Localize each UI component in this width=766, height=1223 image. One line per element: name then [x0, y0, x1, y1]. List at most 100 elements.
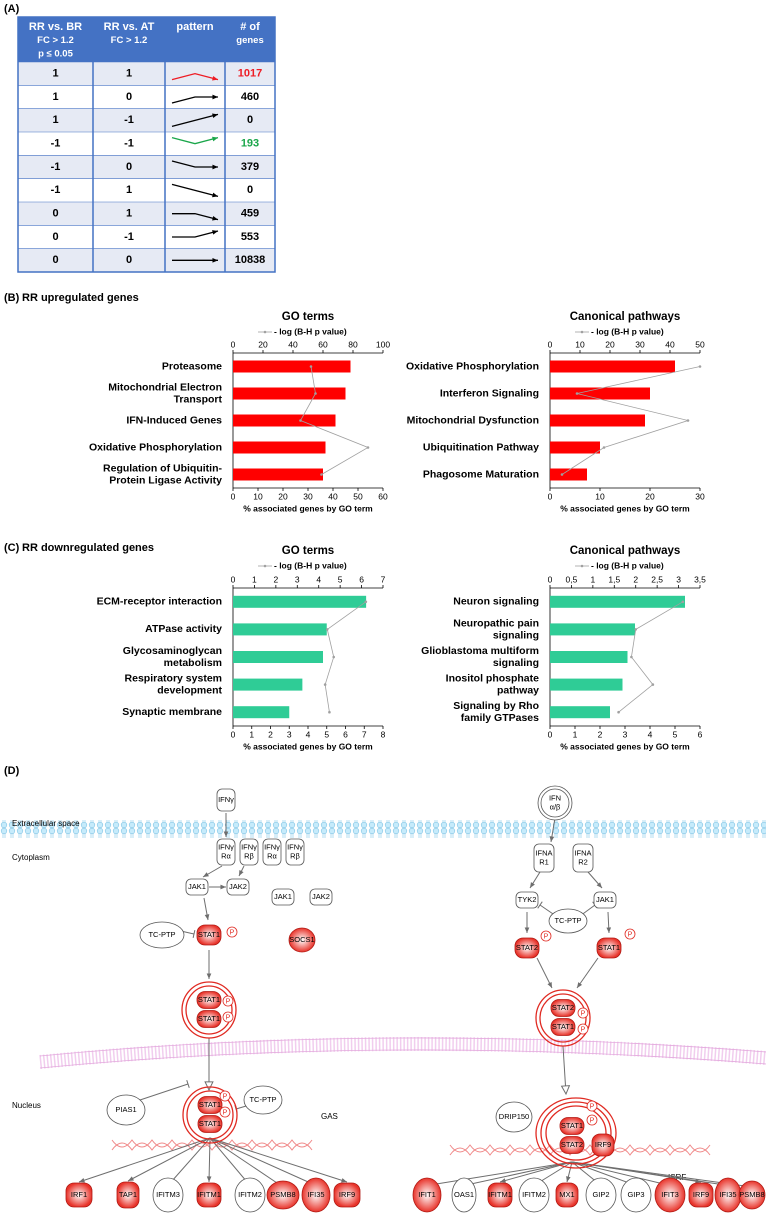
- node-label: IFITM2: [522, 1190, 546, 1199]
- chart-title: Canonical pathways: [570, 545, 681, 557]
- pattern-arrowhead: [212, 164, 218, 170]
- x2-tick-label: 1: [252, 574, 257, 584]
- node-shape: [596, 937, 622, 959]
- table-row-bg: [18, 62, 275, 86]
- table-header: RR vs. AT: [104, 21, 155, 33]
- bar: [550, 623, 635, 636]
- pattern-arrowhead: [212, 94, 218, 100]
- line-point: [602, 446, 606, 449]
- node-shape: [196, 1010, 222, 1028]
- node-label: STAT1: [552, 1022, 574, 1031]
- x-tick-label: 6: [343, 729, 348, 739]
- pattern-arrowhead: [212, 113, 218, 118]
- table-row-bg: [18, 85, 275, 109]
- phospho-marker: [219, 1090, 231, 1102]
- node-label: TC-PTP: [554, 916, 581, 925]
- inhibition: [139, 1083, 189, 1101]
- x2-tick-label: 0: [548, 339, 553, 349]
- table-cell: -1: [51, 184, 61, 196]
- x2-tick-label: 80: [348, 339, 358, 349]
- arrowhead: [547, 982, 552, 988]
- arrowhead: [341, 1178, 347, 1183]
- inhibition-bar: [192, 929, 196, 939]
- x-tick-label: 3: [623, 729, 628, 739]
- arrowhead: [596, 882, 602, 888]
- node-label: DRIP150: [499, 1112, 529, 1121]
- x2-tick-label: 6: [359, 574, 364, 584]
- bar: [233, 441, 326, 454]
- pattern-arrow: [172, 230, 219, 238]
- line-point: [575, 392, 579, 395]
- phospho-label: P: [581, 1010, 586, 1017]
- x2-tick-label: 7: [381, 574, 386, 584]
- line-point: [320, 473, 323, 476]
- x2-tick-label: 3: [676, 574, 681, 584]
- arrowhead: [606, 927, 612, 933]
- table-cell: 0: [247, 114, 253, 126]
- line-point: [314, 392, 317, 395]
- line-point: [634, 628, 638, 631]
- arrow: [576, 957, 599, 989]
- bar: [233, 414, 336, 427]
- phospho-label: P: [223, 1109, 228, 1116]
- arrowhead: [239, 870, 244, 876]
- x-tick-label: 6: [698, 729, 703, 739]
- table-header: p ≤ 0.05: [38, 49, 74, 60]
- node-label: IFNγ Rα: [218, 842, 234, 860]
- table-row-bg: [18, 155, 275, 179]
- node-shape: [537, 785, 573, 821]
- table-row-bg: [18, 132, 275, 156]
- node-label: GIP2: [592, 1190, 609, 1199]
- phospho-marker: [577, 1007, 589, 1019]
- x2-tick-label: 1: [590, 574, 595, 584]
- node-shape: [548, 908, 588, 934]
- node-shape: [585, 1177, 617, 1213]
- category-label: Glycosaminoglycan metabolism: [123, 645, 222, 669]
- node-shape: [451, 1177, 477, 1213]
- category-label: Phagosome Maturation: [423, 468, 539, 480]
- node-label: JAK1: [274, 892, 292, 901]
- node-shape: [226, 878, 250, 896]
- chart-title: Canonical pathways: [570, 311, 681, 323]
- table-cell: 1: [126, 184, 132, 196]
- node-label: STAT1: [198, 1014, 220, 1023]
- panel-label: (A): [4, 3, 20, 15]
- node-shape: [197, 1115, 223, 1133]
- table-row-bg: [18, 225, 275, 249]
- arrowhead: [549, 836, 555, 842]
- phospho-label: P: [226, 1014, 231, 1021]
- x-tick-label: 5: [324, 729, 329, 739]
- node-label: GIP3: [627, 1190, 644, 1199]
- table-cell: 0: [52, 254, 58, 266]
- x-tick-label: 20: [645, 491, 655, 501]
- pattern-arrowhead: [212, 230, 218, 235]
- arrow: [209, 1137, 284, 1188]
- category-label: Regulation of Ubiquitin-Protein Ligase A…: [103, 462, 222, 486]
- table-cell: 1017: [238, 68, 262, 80]
- node-label: JAK1: [596, 895, 614, 904]
- bar: [550, 360, 675, 373]
- compartment-label: Extracellular space: [12, 819, 80, 828]
- phospho-label: P: [628, 931, 633, 938]
- node-shape: [555, 1182, 579, 1208]
- node-label: IRF9: [595, 1140, 611, 1149]
- line-point: [325, 628, 329, 631]
- line-point: [323, 683, 327, 686]
- node-label: PSMB8: [739, 1190, 764, 1199]
- arrow: [209, 1137, 251, 1186]
- site-label: GAS: [321, 1112, 338, 1121]
- bar: [233, 468, 323, 481]
- node-label: IRF1: [71, 1190, 87, 1199]
- x2-tick-label: 5: [338, 574, 343, 584]
- table-cell: 0: [247, 184, 253, 196]
- node-label: STAT1: [598, 943, 620, 952]
- bar: [233, 387, 346, 400]
- x-tick-label: 20: [278, 491, 288, 501]
- table-header: genes: [236, 35, 263, 46]
- table-border: [17, 16, 276, 273]
- bar: [550, 387, 650, 400]
- node-shape: [234, 1177, 266, 1213]
- line-point: [560, 473, 564, 476]
- table-cell: -1: [124, 114, 134, 126]
- cell-membrane: [0, 820, 766, 838]
